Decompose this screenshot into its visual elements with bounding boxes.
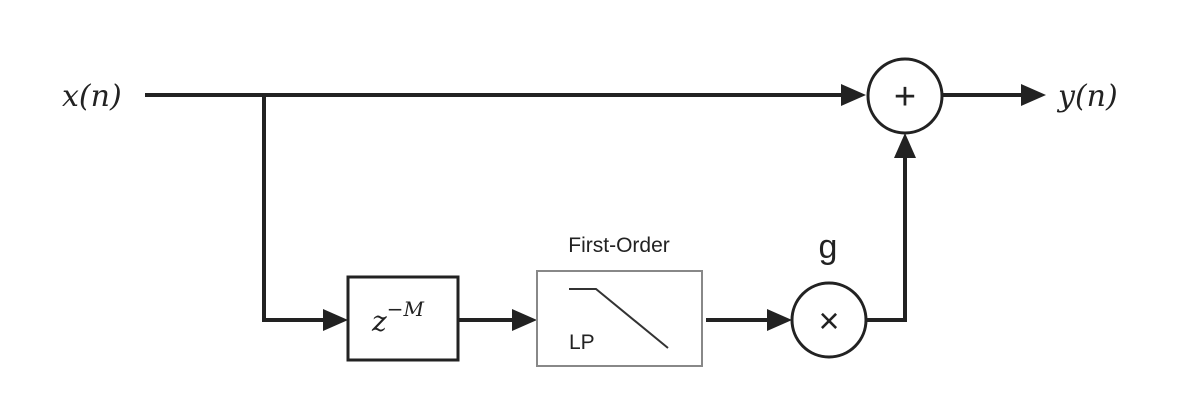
lowpass-response-icon bbox=[569, 288, 669, 349]
input-label: x(n) bbox=[62, 79, 122, 114]
gain-input-arrowhead bbox=[767, 309, 792, 331]
output-label: y(n) bbox=[1056, 79, 1118, 114]
filter-title: First-Order bbox=[568, 234, 670, 257]
adder-bottom-arrowhead bbox=[894, 133, 916, 158]
filter-label: LP bbox=[569, 331, 595, 354]
multiplier-symbol: × bbox=[818, 300, 839, 341]
delay-label-exponent: −M bbox=[387, 297, 425, 321]
lowpass-filter-block bbox=[536, 270, 703, 367]
gain-to-adder-wire bbox=[866, 155, 907, 322]
delay-label-base: z bbox=[371, 305, 387, 338]
output-arrowhead bbox=[1021, 84, 1046, 106]
delay-input-arrowhead bbox=[323, 309, 348, 331]
gain-label: g bbox=[819, 228, 838, 266]
direct-path-arrowhead bbox=[841, 84, 866, 106]
branch-wire bbox=[262, 95, 326, 322]
delay-block bbox=[346, 275, 460, 362]
delay-label: z−M bbox=[371, 297, 425, 338]
filter-input-arrowhead bbox=[512, 309, 537, 331]
adder-symbol: + bbox=[894, 76, 916, 118]
